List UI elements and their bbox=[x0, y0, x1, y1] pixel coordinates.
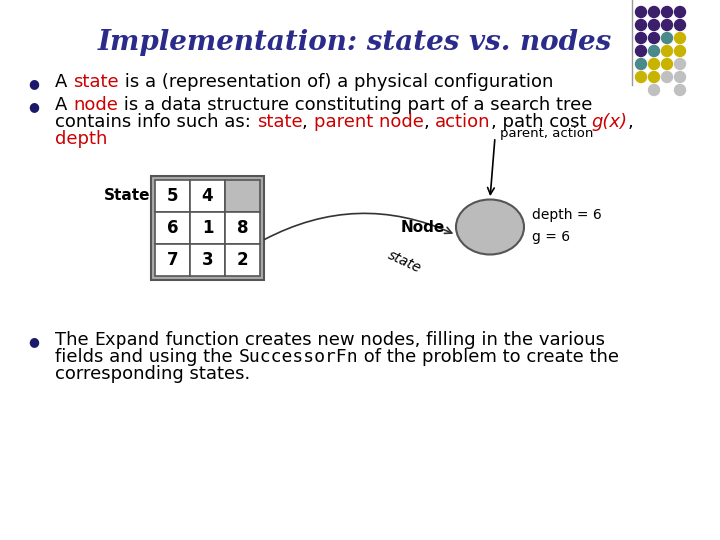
Circle shape bbox=[675, 45, 685, 57]
Text: A: A bbox=[55, 73, 73, 91]
Text: 5: 5 bbox=[167, 187, 179, 205]
Circle shape bbox=[662, 32, 672, 44]
Bar bbox=[155, 244, 190, 276]
Text: depth: depth bbox=[55, 130, 107, 148]
Text: depth = 6: depth = 6 bbox=[532, 208, 602, 222]
Circle shape bbox=[675, 58, 685, 70]
Text: 2: 2 bbox=[237, 251, 248, 269]
Text: ●: ● bbox=[29, 335, 40, 348]
Text: 4: 4 bbox=[202, 187, 213, 205]
Text: Node: Node bbox=[401, 219, 445, 234]
Bar bbox=[151, 176, 264, 280]
Circle shape bbox=[636, 58, 647, 70]
Bar bbox=[190, 212, 225, 244]
Text: is a data structure constituting part of a search tree: is a data structure constituting part of… bbox=[118, 96, 593, 114]
Circle shape bbox=[662, 45, 672, 57]
Circle shape bbox=[636, 32, 647, 44]
Text: of the problem to create the: of the problem to create the bbox=[358, 348, 619, 366]
Text: state: state bbox=[386, 248, 424, 276]
FancyArrowPatch shape bbox=[264, 213, 451, 240]
Text: is a (representation of) a physical configuration: is a (representation of) a physical conf… bbox=[119, 73, 553, 91]
Circle shape bbox=[649, 19, 660, 30]
Text: , path cost: , path cost bbox=[490, 113, 592, 131]
Text: State: State bbox=[104, 188, 150, 204]
Text: Expand: Expand bbox=[94, 331, 160, 349]
Text: g = 6: g = 6 bbox=[532, 230, 570, 244]
Text: 6: 6 bbox=[167, 219, 179, 237]
Circle shape bbox=[662, 19, 672, 30]
Text: fields and using the: fields and using the bbox=[55, 348, 238, 366]
Ellipse shape bbox=[456, 199, 524, 254]
Text: Implementation: states vs. nodes: Implementation: states vs. nodes bbox=[98, 29, 612, 56]
Circle shape bbox=[662, 6, 672, 17]
Circle shape bbox=[636, 71, 647, 83]
Text: node: node bbox=[73, 96, 118, 114]
Circle shape bbox=[636, 6, 647, 17]
Text: 1: 1 bbox=[202, 219, 213, 237]
Circle shape bbox=[662, 71, 672, 83]
Circle shape bbox=[675, 32, 685, 44]
Circle shape bbox=[649, 58, 660, 70]
Bar bbox=[225, 244, 260, 276]
Text: 3: 3 bbox=[202, 251, 213, 269]
Text: A: A bbox=[55, 96, 73, 114]
Bar bbox=[155, 212, 190, 244]
Circle shape bbox=[649, 45, 660, 57]
Bar bbox=[225, 180, 260, 212]
Text: parent node: parent node bbox=[314, 113, 423, 131]
Bar bbox=[190, 244, 225, 276]
Text: g(x): g(x) bbox=[592, 113, 628, 131]
Text: parent, action: parent, action bbox=[500, 126, 593, 139]
Text: contains info such as:: contains info such as: bbox=[55, 113, 256, 131]
Circle shape bbox=[649, 32, 660, 44]
Circle shape bbox=[675, 84, 685, 96]
Bar bbox=[225, 212, 260, 244]
Text: The: The bbox=[55, 331, 94, 349]
Text: action: action bbox=[435, 113, 490, 131]
Text: ,: , bbox=[302, 113, 314, 131]
Circle shape bbox=[649, 6, 660, 17]
Text: state: state bbox=[256, 113, 302, 131]
Text: ,: , bbox=[628, 113, 634, 131]
Text: ,: , bbox=[423, 113, 435, 131]
Circle shape bbox=[675, 6, 685, 17]
Text: 7: 7 bbox=[167, 251, 179, 269]
Text: ●: ● bbox=[29, 77, 40, 90]
Circle shape bbox=[636, 45, 647, 57]
Circle shape bbox=[675, 71, 685, 83]
Circle shape bbox=[675, 19, 685, 30]
Circle shape bbox=[649, 71, 660, 83]
Text: corresponding states.: corresponding states. bbox=[55, 365, 251, 383]
Text: 8: 8 bbox=[237, 219, 248, 237]
Text: state: state bbox=[73, 73, 119, 91]
Circle shape bbox=[649, 84, 660, 96]
Circle shape bbox=[636, 19, 647, 30]
Text: SuccessorFn: SuccessorFn bbox=[238, 348, 358, 366]
Text: ●: ● bbox=[29, 100, 40, 113]
Bar bbox=[155, 180, 190, 212]
Bar bbox=[190, 180, 225, 212]
Circle shape bbox=[662, 58, 672, 70]
Text: function creates new nodes, filling in the various: function creates new nodes, filling in t… bbox=[160, 331, 605, 349]
